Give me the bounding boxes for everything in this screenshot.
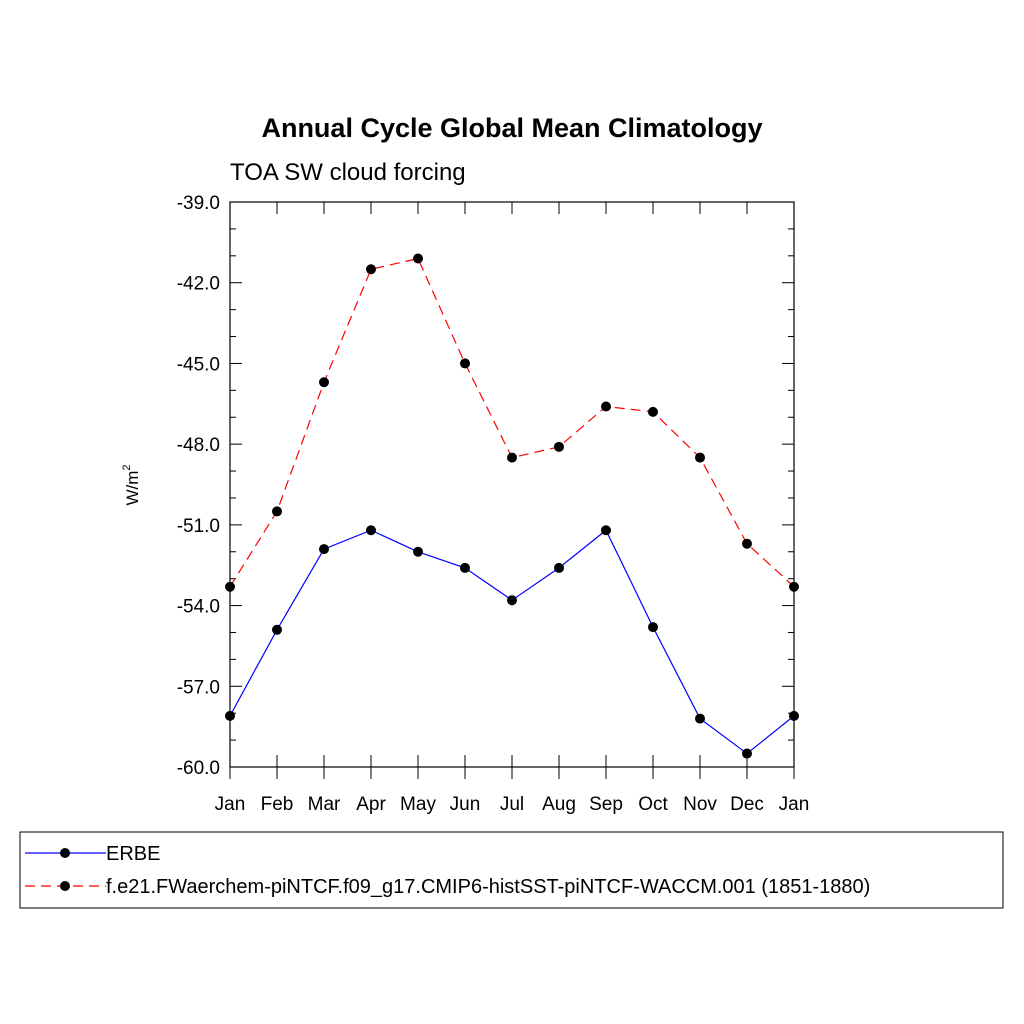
data-point-series-1 xyxy=(272,506,282,517)
data-point-series-0 xyxy=(366,525,376,536)
data-point-series-0 xyxy=(319,544,329,555)
x-tick-label: Apr xyxy=(356,794,386,815)
data-point-series-0 xyxy=(789,710,799,721)
svg-text:W/m2: W/m2 xyxy=(121,464,142,505)
legend-box xyxy=(19,831,1004,909)
data-point-series-1 xyxy=(648,406,658,417)
y-axis-label-superscript: 2 xyxy=(121,464,133,470)
y-tick-label: -51.0 xyxy=(177,516,220,537)
data-point-series-0 xyxy=(695,713,705,724)
x-tick-label: Mar xyxy=(308,794,341,815)
data-point-series-0 xyxy=(413,546,423,557)
data-point-series-0 xyxy=(648,622,658,633)
x-tick-label: Feb xyxy=(261,794,294,815)
data-point-series-0 xyxy=(554,562,564,573)
x-tick-label: Jun xyxy=(450,794,481,815)
data-point-series-0 xyxy=(742,748,752,759)
x-tick-label: Aug xyxy=(542,794,576,815)
data-point-series-1 xyxy=(413,253,423,264)
data-point-series-1 xyxy=(789,581,799,592)
data-point-series-1 xyxy=(460,358,470,369)
series-layer xyxy=(225,253,799,759)
data-point-series-0 xyxy=(460,562,470,573)
data-point-series-1 xyxy=(507,452,517,463)
series-line-0 xyxy=(229,529,795,755)
y-tick-label: -39.0 xyxy=(177,193,220,214)
x-tick-label: Jul xyxy=(500,794,524,815)
series-line-1 xyxy=(229,257,795,588)
y-axis-label-text: W/m xyxy=(123,471,142,506)
legend: ERBE f.e21.FWaerchem-piNTCF.f09_g17.CMIP6… xyxy=(25,843,870,898)
legend-marker-1 xyxy=(60,881,70,891)
y-tick-label: -42.0 xyxy=(177,274,220,295)
legend-label-1: f.e21.FWaerchem-piNTCF.f09_g17.CMIP6-his… xyxy=(106,876,870,898)
x-tick-label: Oct xyxy=(638,794,668,815)
x-tick-label: Jan xyxy=(215,794,246,815)
data-point-series-1 xyxy=(366,264,376,275)
chart-subtitle: TOA SW cloud forcing xyxy=(230,159,466,186)
axes: -60.0 -57.0 -54.0 -51.0 -48.0 -45.0 -42.0 -39.0… xyxy=(177,193,810,815)
data-point-series-1 xyxy=(554,441,564,452)
data-point-series-1 xyxy=(601,401,611,412)
x-tick-label: Jan xyxy=(779,794,810,815)
y-tick-label: -48.0 xyxy=(177,435,220,456)
data-point-series-0 xyxy=(272,624,282,635)
legend-label-0: ERBE xyxy=(106,843,160,865)
y-axis-label: W/m2 xyxy=(121,464,142,505)
data-point-series-1 xyxy=(695,452,705,463)
data-point-series-0 xyxy=(601,525,611,536)
data-point-series-0 xyxy=(225,710,235,721)
plot-frame xyxy=(229,201,795,768)
x-tick-label: Nov xyxy=(683,794,717,815)
legend-marker-0 xyxy=(60,848,70,858)
x-tick-label: Dec xyxy=(730,794,764,815)
data-point-series-1 xyxy=(319,377,329,388)
data-point-series-1 xyxy=(225,581,235,592)
x-tick-label: May xyxy=(400,794,436,815)
x-tick-label: Sep xyxy=(589,794,623,815)
y-tick-label: -60.0 xyxy=(177,758,220,779)
chart-title: Annual Cycle Global Mean Climatology xyxy=(261,113,762,143)
y-tick-label: -54.0 xyxy=(177,597,220,618)
y-tick-label: -45.0 xyxy=(177,354,220,375)
y-tick-label: -57.0 xyxy=(177,677,220,698)
data-point-series-0 xyxy=(507,595,517,606)
data-point-series-1 xyxy=(742,538,752,549)
